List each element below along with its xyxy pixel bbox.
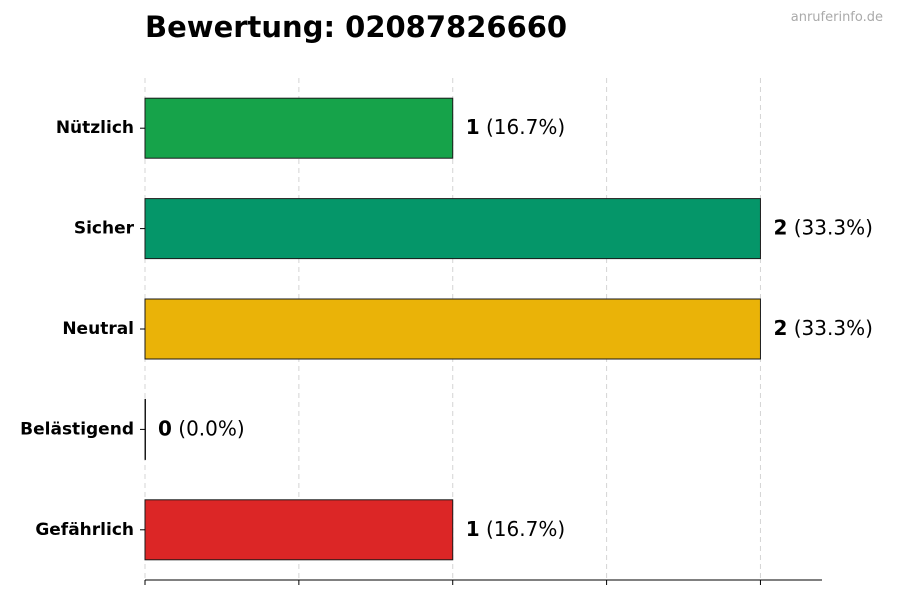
value-percent-0: (16.7%) <box>480 115 566 139</box>
bar-2 <box>144 298 761 360</box>
value-percent-1: (33.3%) <box>787 215 873 239</box>
value-count-1: 2 <box>773 215 787 239</box>
grid-lines <box>144 78 761 580</box>
bar-4 <box>144 499 454 561</box>
value-percent-3: (0.0%) <box>172 416 245 440</box>
category-label-1: Sicher <box>74 219 135 239</box>
value-count-3: 0 <box>158 416 172 440</box>
watermark: anruferinfo.de <box>790 10 883 25</box>
value-count-0: 1 <box>466 115 480 139</box>
value-label-0: 1 (16.7%) <box>466 115 565 139</box>
value-percent-4: (16.7%) <box>480 516 566 540</box>
value-label-1: 2 (33.3%) <box>773 215 872 239</box>
category-label-0: Nützlich <box>56 118 134 138</box>
value-label-3: 0 (0.0%) <box>158 416 245 440</box>
category-label-3: Belästigend <box>20 419 134 439</box>
value-count-4: 1 <box>466 516 480 540</box>
value-label-2: 2 (33.3%) <box>773 316 872 340</box>
bar-1 <box>144 198 761 260</box>
value-percent-2: (33.3%) <box>787 316 873 340</box>
bar-0 <box>144 97 454 159</box>
chart-title: Bewertung: 02087826660 <box>145 10 568 44</box>
axes <box>140 127 822 585</box>
bar-3 <box>144 398 146 460</box>
category-label-4: Gefährlich <box>35 520 134 540</box>
category-label-2: Neutral <box>62 319 134 339</box>
bars <box>144 97 761 561</box>
value-label-4: 1 (16.7%) <box>466 516 565 540</box>
value-count-2: 2 <box>773 316 787 340</box>
labels: Nützlich 1 (16.7%) Sicher 2 (33.3%) Neutral 2… <box>20 115 873 541</box>
